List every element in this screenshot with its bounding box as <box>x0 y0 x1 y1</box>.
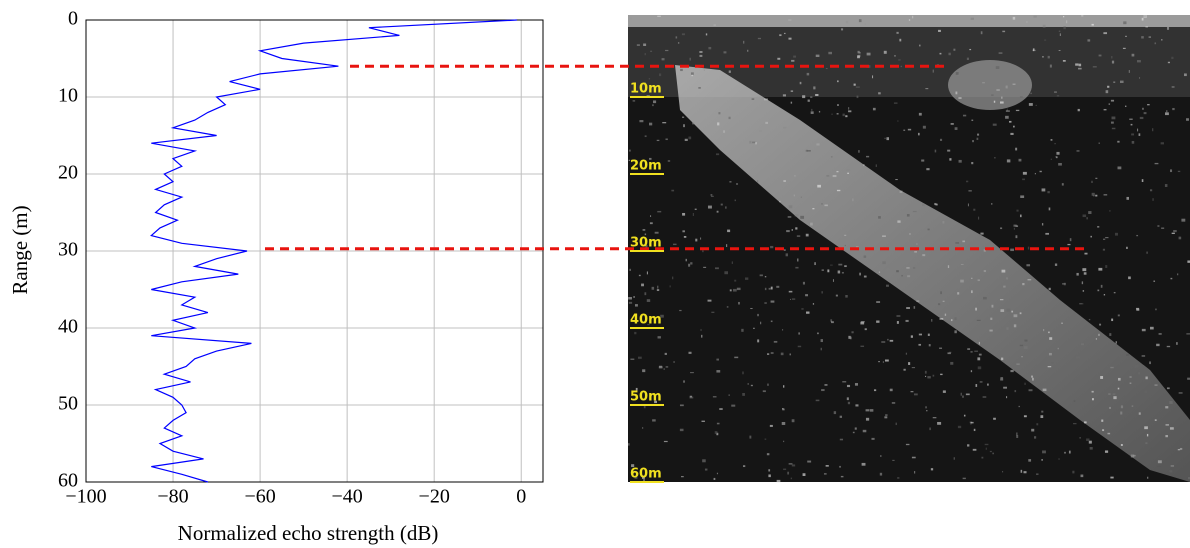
y-tick-label: 50 <box>58 393 78 415</box>
sonar-image <box>628 15 1190 483</box>
y-axis-label: Range (m) <box>8 205 32 294</box>
image-range-label: 60m <box>630 467 662 482</box>
image-range-label: 40m <box>630 313 662 328</box>
plot-frame <box>85 19 544 483</box>
x-tick-label: −80 <box>157 486 188 508</box>
echo-line <box>150 19 517 483</box>
x-tick-label: −20 <box>419 486 450 508</box>
x-tick-label: 0 <box>516 486 526 508</box>
x-tick-label: −40 <box>332 486 363 508</box>
x-tick-label: −60 <box>244 486 275 508</box>
x-axis-label: Normalized echo strength (dB) <box>178 521 439 545</box>
x-tick-label: −100 <box>65 486 106 508</box>
y-tick-label: 0 <box>68 8 78 30</box>
y-tick-label: 40 <box>58 316 78 338</box>
image-range-label: 20m <box>630 159 662 174</box>
y-tick-label: 30 <box>58 239 78 261</box>
y-tick-label: 10 <box>58 85 78 107</box>
image-range-label: 30m <box>630 236 662 251</box>
y-tick-label: 60 <box>58 470 78 492</box>
image-range-label: 10m <box>630 82 662 97</box>
y-tick-label: 20 <box>58 162 78 184</box>
image-range-label: 50m <box>630 390 662 405</box>
